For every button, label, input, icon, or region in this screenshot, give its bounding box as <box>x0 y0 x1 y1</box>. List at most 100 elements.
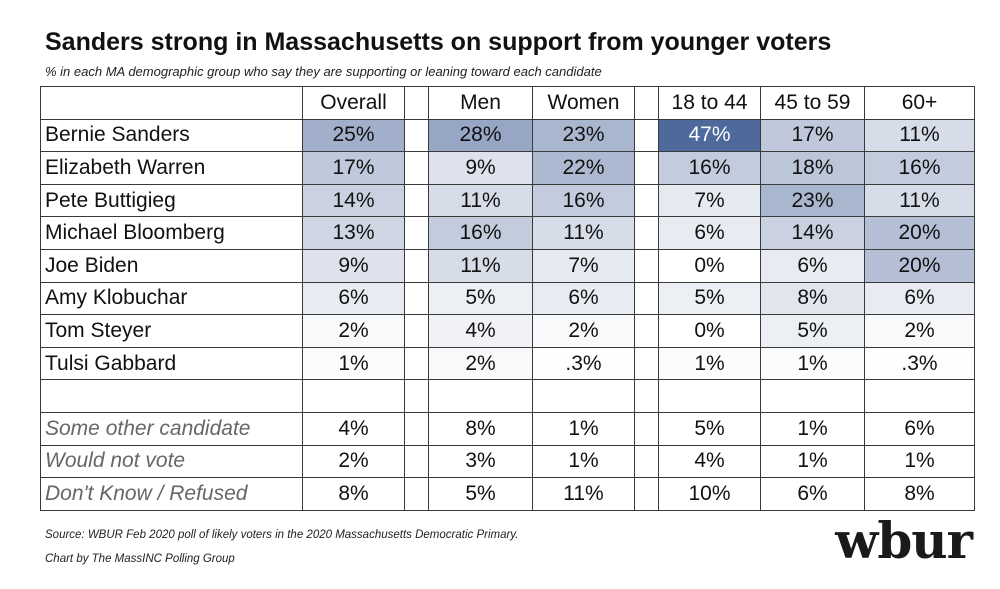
column-spacer <box>404 118 429 153</box>
cell-men: 2% <box>428 346 533 381</box>
other-response-row: Don't Know / Refused 8% 5% 11% 10% 6% 8% <box>40 477 975 511</box>
column-spacer <box>634 314 659 348</box>
cell-18-44: 1% <box>658 346 761 381</box>
cell-women: 1% <box>532 411 635 446</box>
chart-subtitle: % in each MA demographic group who say t… <box>45 64 602 79</box>
cell-men: 8% <box>428 411 533 446</box>
cell-60-plus: 11% <box>864 118 975 153</box>
row-label: Don't Know / Refused <box>40 477 303 511</box>
column-header-45-59: 45 to 59 <box>760 86 865 120</box>
row-label: Elizabeth Warren <box>40 151 303 185</box>
row-label: Pete Buttigieg <box>40 183 303 218</box>
cell-18-44: 47% <box>658 118 761 153</box>
cell-45-59: 6% <box>760 477 865 511</box>
cell-60-plus: 8% <box>864 477 975 511</box>
cell-60-plus: 20% <box>864 248 975 283</box>
cell-45-59: 23% <box>760 183 865 218</box>
cell-women: 16% <box>532 183 635 218</box>
cell-men: 5% <box>428 477 533 511</box>
column-spacer <box>634 477 659 511</box>
cell-overall: 1% <box>302 346 405 381</box>
candidate-row: Joe Biden 9% 11% 7% 0% 6% 20% <box>40 248 975 283</box>
column-spacer <box>404 411 429 446</box>
column-spacer <box>404 444 429 479</box>
cell-60-plus: 6% <box>864 281 975 316</box>
column-spacer <box>634 281 659 316</box>
cell-women: 11% <box>532 477 635 511</box>
cell-overall: 25% <box>302 118 405 153</box>
cell-60-plus: .3% <box>864 346 975 381</box>
column-spacer <box>404 346 429 381</box>
row-label: Some other candidate <box>40 411 303 446</box>
cell-women: .3% <box>532 346 635 381</box>
cell-18-44: 0% <box>658 314 761 348</box>
cell-60-plus: 11% <box>864 183 975 218</box>
chart-title: Sanders strong in Massachusetts on suppo… <box>45 28 832 56</box>
header-row: Overall Men Women 18 to 44 45 to 59 60+ <box>40 86 975 120</box>
blank-cell <box>864 379 975 413</box>
cell-45-59: 17% <box>760 118 865 153</box>
cell-women: 2% <box>532 314 635 348</box>
cell-45-59: 8% <box>760 281 865 316</box>
cell-overall: 2% <box>302 444 405 479</box>
cell-18-44: 0% <box>658 248 761 283</box>
column-spacer <box>404 86 429 120</box>
column-spacer <box>404 477 429 511</box>
column-spacer <box>404 183 429 218</box>
wbur-logo: wbur <box>835 511 973 570</box>
column-header-men: Men <box>428 86 533 120</box>
cell-men: 5% <box>428 281 533 316</box>
candidate-row: Tom Steyer 2% 4% 2% 0% 5% 2% <box>40 314 975 348</box>
column-header-18-44: 18 to 44 <box>658 86 761 120</box>
cell-overall: 2% <box>302 314 405 348</box>
poll-table: Overall Men Women 18 to 44 45 to 59 60+ … <box>40 86 975 511</box>
column-spacer <box>634 411 659 446</box>
column-spacer <box>404 216 429 250</box>
cell-men: 11% <box>428 248 533 283</box>
other-response-row: Would not vote 2% 3% 1% 4% 1% 1% <box>40 444 975 479</box>
cell-men: 11% <box>428 183 533 218</box>
cell-45-59: 1% <box>760 346 865 381</box>
candidate-row: Tulsi Gabbard 1% 2% .3% 1% 1% .3% <box>40 346 975 381</box>
credit-note: Chart by The MassINC Polling Group <box>45 553 235 565</box>
cell-18-44: 6% <box>658 216 761 250</box>
cell-overall: 8% <box>302 477 405 511</box>
cell-women: 23% <box>532 118 635 153</box>
cell-60-plus: 6% <box>864 411 975 446</box>
cell-men: 9% <box>428 151 533 185</box>
column-spacer <box>404 314 429 348</box>
column-spacer <box>634 248 659 283</box>
cell-18-44: 5% <box>658 411 761 446</box>
column-spacer <box>634 183 659 218</box>
cell-45-59: 18% <box>760 151 865 185</box>
row-label: Bernie Sanders <box>40 118 303 153</box>
blank-cell <box>428 379 533 413</box>
row-label: Amy Klobuchar <box>40 281 303 316</box>
row-label: Michael Bloomberg <box>40 216 303 250</box>
cell-overall: 4% <box>302 411 405 446</box>
column-header-women: Women <box>532 86 635 120</box>
cell-60-plus: 20% <box>864 216 975 250</box>
column-header-60-plus: 60+ <box>864 86 975 120</box>
cell-45-59: 1% <box>760 411 865 446</box>
cell-overall: 6% <box>302 281 405 316</box>
blank-cell <box>532 379 635 413</box>
blank-cell <box>658 379 761 413</box>
cell-60-plus: 2% <box>864 314 975 348</box>
column-spacer <box>634 151 659 185</box>
column-spacer <box>404 281 429 316</box>
cell-women: 11% <box>532 216 635 250</box>
row-label: Would not vote <box>40 444 303 479</box>
cell-men: 4% <box>428 314 533 348</box>
blank-cell <box>634 379 659 413</box>
row-label: Tulsi Gabbard <box>40 346 303 381</box>
column-spacer <box>404 151 429 185</box>
cell-overall: 14% <box>302 183 405 218</box>
blank-cell <box>302 379 405 413</box>
other-response-row: Some other candidate 4% 8% 1% 5% 1% 6% <box>40 411 975 446</box>
column-spacer <box>404 248 429 283</box>
cell-18-44: 5% <box>658 281 761 316</box>
cell-45-59: 14% <box>760 216 865 250</box>
column-spacer <box>634 346 659 381</box>
candidate-row: Amy Klobuchar 6% 5% 6% 5% 8% 6% <box>40 281 975 316</box>
